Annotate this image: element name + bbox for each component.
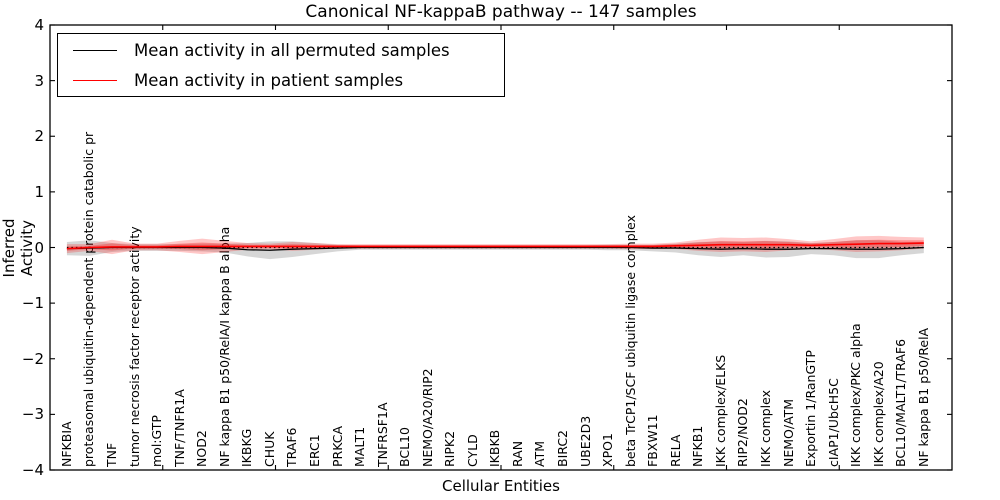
legend: Mean activity in all permuted samples Me…: [57, 33, 505, 97]
x-category-label: TRAF6: [284, 427, 300, 467]
x-category-label: cIAP1/UbcH5C: [825, 378, 841, 467]
y-tick-label: 1: [34, 182, 44, 201]
x-category-label: NFKB1: [690, 425, 706, 467]
x-category-label: TNF: [104, 442, 119, 467]
x-category-label: IKK complex/ELKS: [712, 354, 728, 467]
y-tick-label: −3: [21, 405, 44, 424]
y-tick-label: 3: [34, 71, 44, 90]
x-category-label: MALT1: [352, 426, 368, 467]
x-category-label: RIP2/NOD2: [735, 398, 751, 467]
y-tick-label: 2: [34, 127, 44, 146]
x-category-label: IKK complex/PKC alpha: [848, 323, 864, 467]
x-category-label: IKBKG: [239, 428, 255, 467]
x-category-label: IKK complex: [757, 389, 773, 467]
x-axis-title: Cellular Entities: [442, 477, 560, 495]
x-category-label: tumor necrosis factor receptor activity: [126, 226, 142, 467]
x-category-label: NF kappa B1 p50/RelA: [915, 327, 931, 467]
x-category-label: TNF/TNFR1A: [171, 389, 187, 467]
x-category-label: CYLD: [464, 434, 480, 467]
x-category-label: BIRC2: [555, 429, 570, 467]
x-category-label: ERC1: [306, 434, 322, 467]
x-category-label: IKBKB: [487, 429, 503, 467]
x-category-label: RELA: [667, 434, 683, 467]
x-category-label: TNFRSF1A: [374, 402, 390, 468]
x-category-label: proteasomal ubiquitin-dependent protein …: [81, 131, 97, 467]
x-category-label: NEMO/ATM: [780, 398, 796, 467]
chart-title: Canonical NF-kappaB pathway -- 147 sampl…: [305, 2, 697, 22]
x-category-label: mol:GTP: [149, 415, 165, 467]
legend-row-patient: Mean activity in patient samples: [58, 65, 504, 95]
x-category-label: ATM: [532, 440, 548, 467]
legend-label-patient: Mean activity in patient samples: [134, 70, 404, 90]
x-category-label: NEMO/A20/RIP2: [419, 368, 435, 467]
x-category-label: XPO1: [600, 433, 616, 467]
x-category-label: IKK complex/A20: [870, 361, 886, 467]
x-category-label: RAN: [509, 440, 525, 467]
x-category-label: RIPK2: [442, 430, 458, 467]
permuted-line-sample-icon: [73, 49, 117, 51]
x-category-label: Exportin 1/RanGTP: [803, 350, 819, 467]
y-tick-label: −4: [21, 461, 44, 479]
y-tick-label: 4: [34, 16, 44, 34]
x-category-label: FBXW11: [645, 414, 661, 467]
y-tick-label: −1: [21, 294, 44, 313]
legend-label-permuted: Mean activity in all permuted samples: [134, 40, 450, 60]
x-category-label: BCL10: [397, 427, 413, 467]
y-tick-label: 0: [34, 238, 44, 257]
patient-line-sample-icon: [73, 79, 117, 81]
y-tick-label: −2: [21, 349, 44, 368]
x-category-label: NFKBIA: [58, 421, 74, 467]
x-category-label: BCL10/MALT1/TRAF6: [893, 338, 909, 467]
x-category-label: PRKCA: [329, 425, 345, 467]
x-category-label: NF kappa B1 p50/RelA/I kappa B alpha: [216, 226, 232, 467]
x-category-label: CHUK: [261, 431, 277, 467]
x-category-label: UBE2D3: [577, 415, 593, 467]
legend-row-permuted: Mean activity in all permuted samples: [58, 35, 504, 65]
x-category-label: NOD2: [194, 430, 210, 467]
x-category-label: beta TrCP1/SCF ubiquitin ligase complex: [622, 215, 638, 467]
